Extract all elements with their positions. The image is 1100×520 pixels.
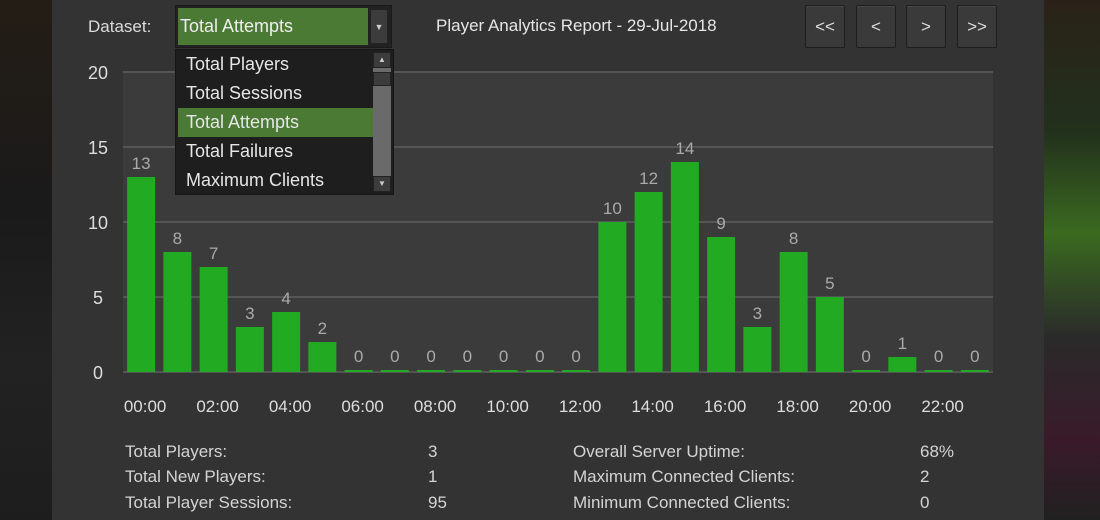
x-tick-label: 22:00 [921, 397, 964, 416]
stat-value: 1 [428, 467, 438, 486]
y-tick-label: 15 [88, 138, 108, 158]
stat-value: 3 [428, 442, 438, 461]
data-label: 3 [753, 304, 762, 323]
x-tick-label: 12:00 [559, 397, 602, 416]
data-label: 0 [463, 347, 472, 366]
data-label: 7 [209, 244, 218, 263]
stat-label: Minimum Connected Clients: [573, 493, 791, 512]
bar [235, 327, 264, 372]
last-page-button[interactable]: >> [957, 5, 997, 48]
x-tick-label: 02:00 [196, 397, 239, 416]
data-label: 8 [173, 229, 182, 248]
data-label: 4 [281, 289, 290, 308]
stat-value: 95 [428, 493, 447, 512]
data-label: 9 [716, 214, 725, 233]
data-label: 0 [861, 347, 870, 366]
scroll-down-icon[interactable]: ▼ [373, 176, 391, 192]
stat-label: Total New Players: [125, 467, 266, 486]
bar [670, 162, 699, 372]
data-label: 2 [318, 319, 327, 338]
data-label: 0 [390, 347, 399, 366]
x-tick-label: 10:00 [486, 397, 529, 416]
bar [743, 327, 772, 372]
data-label: 13 [132, 154, 151, 173]
x-tick-label: 04:00 [269, 397, 312, 416]
bar [199, 267, 228, 372]
bar [888, 357, 917, 372]
stat-label: Total Player Sessions: [125, 493, 293, 512]
y-tick-label: 10 [88, 213, 108, 233]
data-label: 0 [970, 347, 979, 366]
x-tick-label: 14:00 [631, 397, 674, 416]
data-label: 3 [245, 304, 254, 323]
bar [598, 222, 627, 372]
bar [489, 370, 518, 372]
bar [163, 252, 192, 372]
background-right [1044, 0, 1100, 520]
next-page-button[interactable]: > [906, 5, 946, 48]
x-tick-label: 16:00 [704, 397, 747, 416]
stat-value: 68% [920, 442, 955, 461]
stat-label: Overall Server Uptime: [573, 442, 745, 461]
bar [852, 370, 881, 372]
report-title: Player Analytics Report - 29-Jul-2018 [436, 16, 717, 35]
bar [960, 370, 989, 372]
y-tick-label: 0 [93, 363, 103, 383]
bar [815, 297, 844, 372]
y-tick-label: 20 [88, 63, 108, 83]
dataset-option[interactable]: Total Failures [186, 141, 294, 161]
y-tick-label: 5 [93, 288, 103, 308]
stat-value: 0 [920, 493, 930, 512]
bar [525, 370, 554, 372]
data-label: 0 [571, 347, 580, 366]
bar [127, 177, 156, 372]
x-tick-label: 08:00 [414, 397, 457, 416]
bar [562, 370, 591, 372]
stat-label: Total Players: [125, 442, 228, 461]
dataset-option[interactable]: Total Sessions [186, 83, 303, 103]
x-tick-label: 18:00 [776, 397, 819, 416]
dataset-option[interactable]: Total Players [186, 54, 290, 74]
dataset-option[interactable]: Maximum Clients [186, 170, 325, 190]
bar [924, 370, 953, 372]
dataset-selected-value: Total Attempts [178, 8, 368, 45]
scroll-thumb[interactable] [373, 72, 391, 86]
data-label: 0 [499, 347, 508, 366]
dataset-label: Dataset: [88, 17, 152, 36]
bar [417, 370, 446, 372]
bar [308, 342, 337, 372]
data-label: 0 [934, 347, 943, 366]
data-label: 0 [535, 347, 544, 366]
x-tick-label: 00:00 [124, 397, 167, 416]
bar [380, 370, 409, 372]
data-label: 0 [354, 347, 363, 366]
dataset-select[interactable]: Total Attempts ▼ [175, 5, 392, 48]
bar [707, 237, 736, 372]
data-label: 10 [603, 199, 622, 218]
dropdown-scrollbar[interactable]: ▲ ▼ [373, 52, 391, 192]
bar [779, 252, 808, 372]
data-label: 0 [426, 347, 435, 366]
data-label: 1 [898, 334, 907, 353]
bar [344, 370, 373, 372]
data-label: 8 [789, 229, 798, 248]
chevron-down-icon[interactable]: ▼ [370, 9, 388, 44]
scroll-up-icon[interactable]: ▲ [373, 52, 391, 68]
first-page-button[interactable]: << [805, 5, 845, 48]
data-label: 14 [675, 139, 694, 158]
x-tick-label: 20:00 [849, 397, 892, 416]
bar [453, 370, 482, 372]
bar [272, 312, 301, 372]
prev-page-button[interactable]: < [856, 5, 896, 48]
background-left [0, 0, 52, 520]
dataset-dropdown-list: Total Players Total Sessions Total Attem… [175, 49, 394, 195]
stat-value: 2 [920, 467, 930, 486]
data-label: 5 [825, 274, 834, 293]
x-tick-label: 06:00 [341, 397, 384, 416]
dataset-option-selected[interactable]: Total Attempts [178, 108, 374, 137]
stat-label: Maximum Connected Clients: [573, 467, 796, 486]
bar [634, 192, 663, 372]
data-label: 12 [639, 169, 658, 188]
